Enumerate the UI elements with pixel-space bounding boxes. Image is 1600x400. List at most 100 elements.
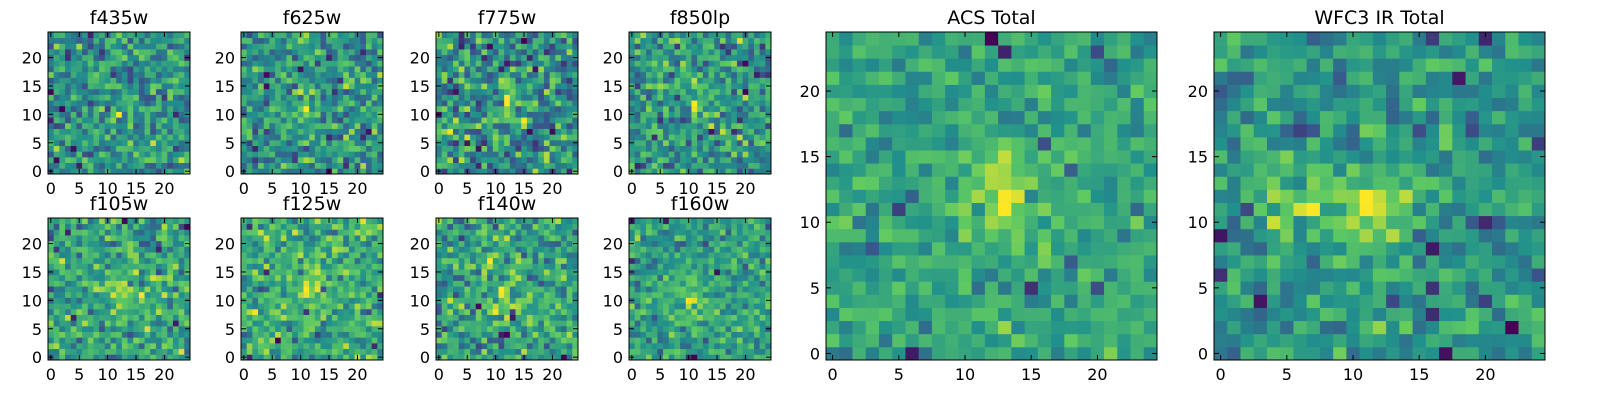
heatmap-cell: [184, 117, 191, 124]
heatmap-cell: [532, 303, 539, 310]
heatmap-cell: [765, 342, 772, 350]
heatmap-cell: [651, 168, 658, 175]
heatmap-cell: [246, 342, 253, 350]
heatmap-cell: [521, 269, 528, 276]
heatmap-cell: [487, 286, 494, 293]
heatmap-cell: [714, 286, 721, 293]
heatmap-cell: [753, 145, 761, 152]
heatmap-cell: [475, 342, 482, 350]
y-tick-label: 20: [215, 235, 235, 254]
heatmap-cell: [526, 331, 533, 338]
heatmap-cell: [674, 286, 681, 293]
heatmap-cell: [343, 246, 350, 253]
heatmap-cell: [464, 263, 471, 270]
heatmap-cell: [566, 235, 573, 242]
heatmap-cell: [320, 286, 327, 293]
heatmap-cell: [742, 37, 749, 44]
heatmap-cell: [702, 156, 709, 164]
heatmap-cell: [475, 354, 482, 361]
heatmap-cell: [309, 246, 316, 253]
heatmap-cell: [184, 342, 191, 350]
heatmap-cell: [487, 134, 494, 141]
heatmap-cell: [371, 122, 378, 129]
heatmap-cell: [436, 94, 443, 101]
heatmap-cell: [543, 263, 550, 270]
heatmap-cell: [172, 263, 180, 270]
heatmap-cell: [59, 111, 66, 118]
heatmap-cell: [657, 66, 664, 73]
heatmap-cell: [65, 134, 72, 141]
heatmap-cell: [65, 274, 72, 281]
panel-title: f850lp: [670, 7, 730, 29]
heatmap-cell: [110, 162, 117, 169]
heatmap-cell: [521, 337, 528, 344]
heatmap-cell: [697, 77, 704, 84]
heatmap-cell: [753, 314, 761, 321]
heatmap-cell: [748, 122, 755, 129]
heatmap-cell: [116, 240, 123, 247]
heatmap-cell: [167, 320, 174, 327]
heatmap-cell: [252, 32, 259, 39]
heatmap-cell: [719, 342, 726, 350]
heatmap-cell: [70, 49, 77, 56]
heatmap-cell: [161, 54, 168, 61]
heatmap-cell: [714, 66, 721, 73]
heatmap-cell: [252, 229, 259, 236]
heatmap-cell: [753, 354, 761, 361]
heatmap-cell: [759, 320, 766, 327]
heatmap-cell: [246, 286, 253, 293]
heatmap-cell: [509, 71, 516, 78]
heatmap-cell: [360, 37, 367, 44]
heatmap-cell: [76, 303, 83, 310]
heatmap-cell: [708, 342, 715, 350]
heatmap-cell: [719, 88, 726, 95]
heatmap-cell: [292, 314, 299, 321]
heatmap-cell: [133, 37, 140, 44]
heatmap-cell: [765, 331, 772, 338]
heatmap-cell: [275, 286, 282, 293]
heatmap-cell: [691, 117, 698, 124]
heatmap-cell: [110, 111, 117, 118]
heatmap-cell: [138, 274, 145, 281]
heatmap-cell: [697, 291, 704, 298]
heatmap-cell: [241, 337, 248, 344]
heatmap-cell: [646, 122, 653, 129]
heatmap-cell: [144, 156, 151, 164]
heatmap-cell: [572, 71, 579, 78]
heatmap-cell: [314, 223, 321, 230]
heatmap-cell: [144, 308, 151, 315]
heatmap-cell: [538, 77, 545, 84]
heatmap-cell: [753, 71, 761, 78]
heatmap-cell: [674, 49, 681, 56]
heatmap-cell: [144, 105, 151, 112]
heatmap-cell: [702, 325, 709, 332]
heatmap-cell: [753, 337, 761, 344]
heatmap-cell: [138, 122, 145, 129]
heatmap-cell: [634, 325, 641, 332]
heatmap-cell: [309, 83, 316, 90]
heatmap-cell: [360, 246, 367, 253]
heatmap-cell: [297, 162, 304, 169]
heatmap-cell: [702, 32, 709, 39]
heatmap-cell: [515, 128, 522, 135]
heatmap-cell: [297, 145, 304, 152]
heatmap-cell: [116, 71, 123, 78]
heatmap-cell: [178, 246, 185, 253]
heatmap-cell: [314, 354, 321, 361]
heatmap-cell: [765, 320, 772, 327]
heatmap-cell: [48, 162, 55, 169]
heatmap-cell: [725, 145, 732, 152]
heatmap-cell: [178, 134, 185, 141]
heatmap-cell: [252, 246, 259, 253]
heatmap-cell: [504, 32, 511, 39]
heatmap-cell: [458, 60, 465, 67]
heatmap-cell: [498, 43, 505, 50]
heatmap-cell: [371, 354, 378, 361]
heatmap-cell: [309, 162, 316, 169]
heatmap-cell: [167, 235, 174, 242]
heatmap-cell: [48, 145, 55, 152]
heatmap-cell: [521, 331, 528, 338]
heatmap-cell: [161, 263, 168, 270]
heatmap-cell: [736, 122, 743, 129]
heatmap-cell: [87, 235, 94, 242]
